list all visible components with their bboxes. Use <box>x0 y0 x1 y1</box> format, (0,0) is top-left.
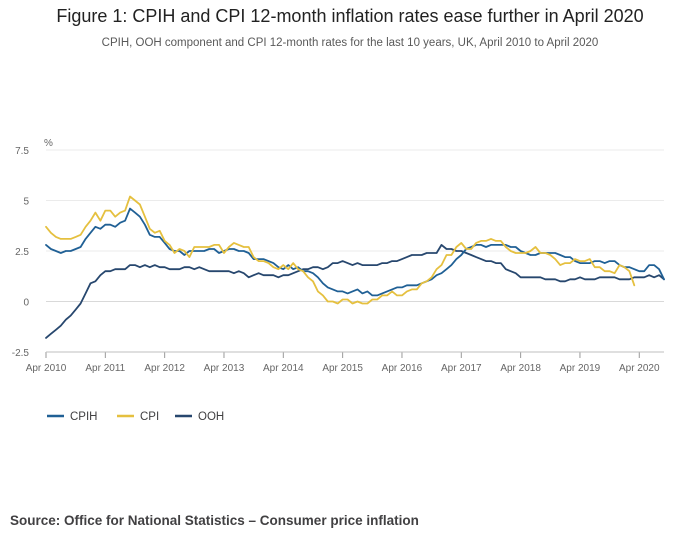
chart-title: Figure 1: CPIH and CPI 12-month inflatio… <box>56 6 644 26</box>
legend-label-cpi: CPI <box>140 411 159 423</box>
legend-label-cpih: CPIH <box>70 411 97 423</box>
series-line-ooh <box>45 244 665 339</box>
x-tick-label: Apr 2018 <box>500 363 541 374</box>
series-line-cpi <box>45 195 636 305</box>
chart-subtitle: CPIH, OOH component and CPI 12-month rat… <box>101 37 599 49</box>
x-tick-label: Apr 2017 <box>441 363 482 374</box>
x-tick-label: Apr 2010 <box>26 363 67 374</box>
y-tick-label: 0 <box>23 298 29 309</box>
y-axis-label: % <box>44 138 53 149</box>
y-tick-label: 2.5 <box>15 247 29 258</box>
x-tick-label: Apr 2014 <box>263 363 304 374</box>
source-note: Source: Office for National Statistics –… <box>10 513 419 528</box>
x-tick-label: Apr 2020 <box>619 363 660 374</box>
x-tick-label: Apr 2012 <box>144 363 185 374</box>
x-tick-label: Apr 2011 <box>85 363 125 374</box>
x-tick-label: Apr 2016 <box>382 363 423 374</box>
x-tick-label: Apr 2015 <box>322 363 363 374</box>
y-tick-label: 5 <box>23 197 29 208</box>
legend-label-ooh: OOH <box>198 411 224 423</box>
y-tick-label: -2.5 <box>12 348 30 359</box>
series-line-cpih <box>45 207 665 297</box>
y-tick-label: 7.5 <box>15 146 29 157</box>
x-tick-label: Apr 2013 <box>204 363 245 374</box>
x-tick-label: Apr 2019 <box>560 363 601 374</box>
